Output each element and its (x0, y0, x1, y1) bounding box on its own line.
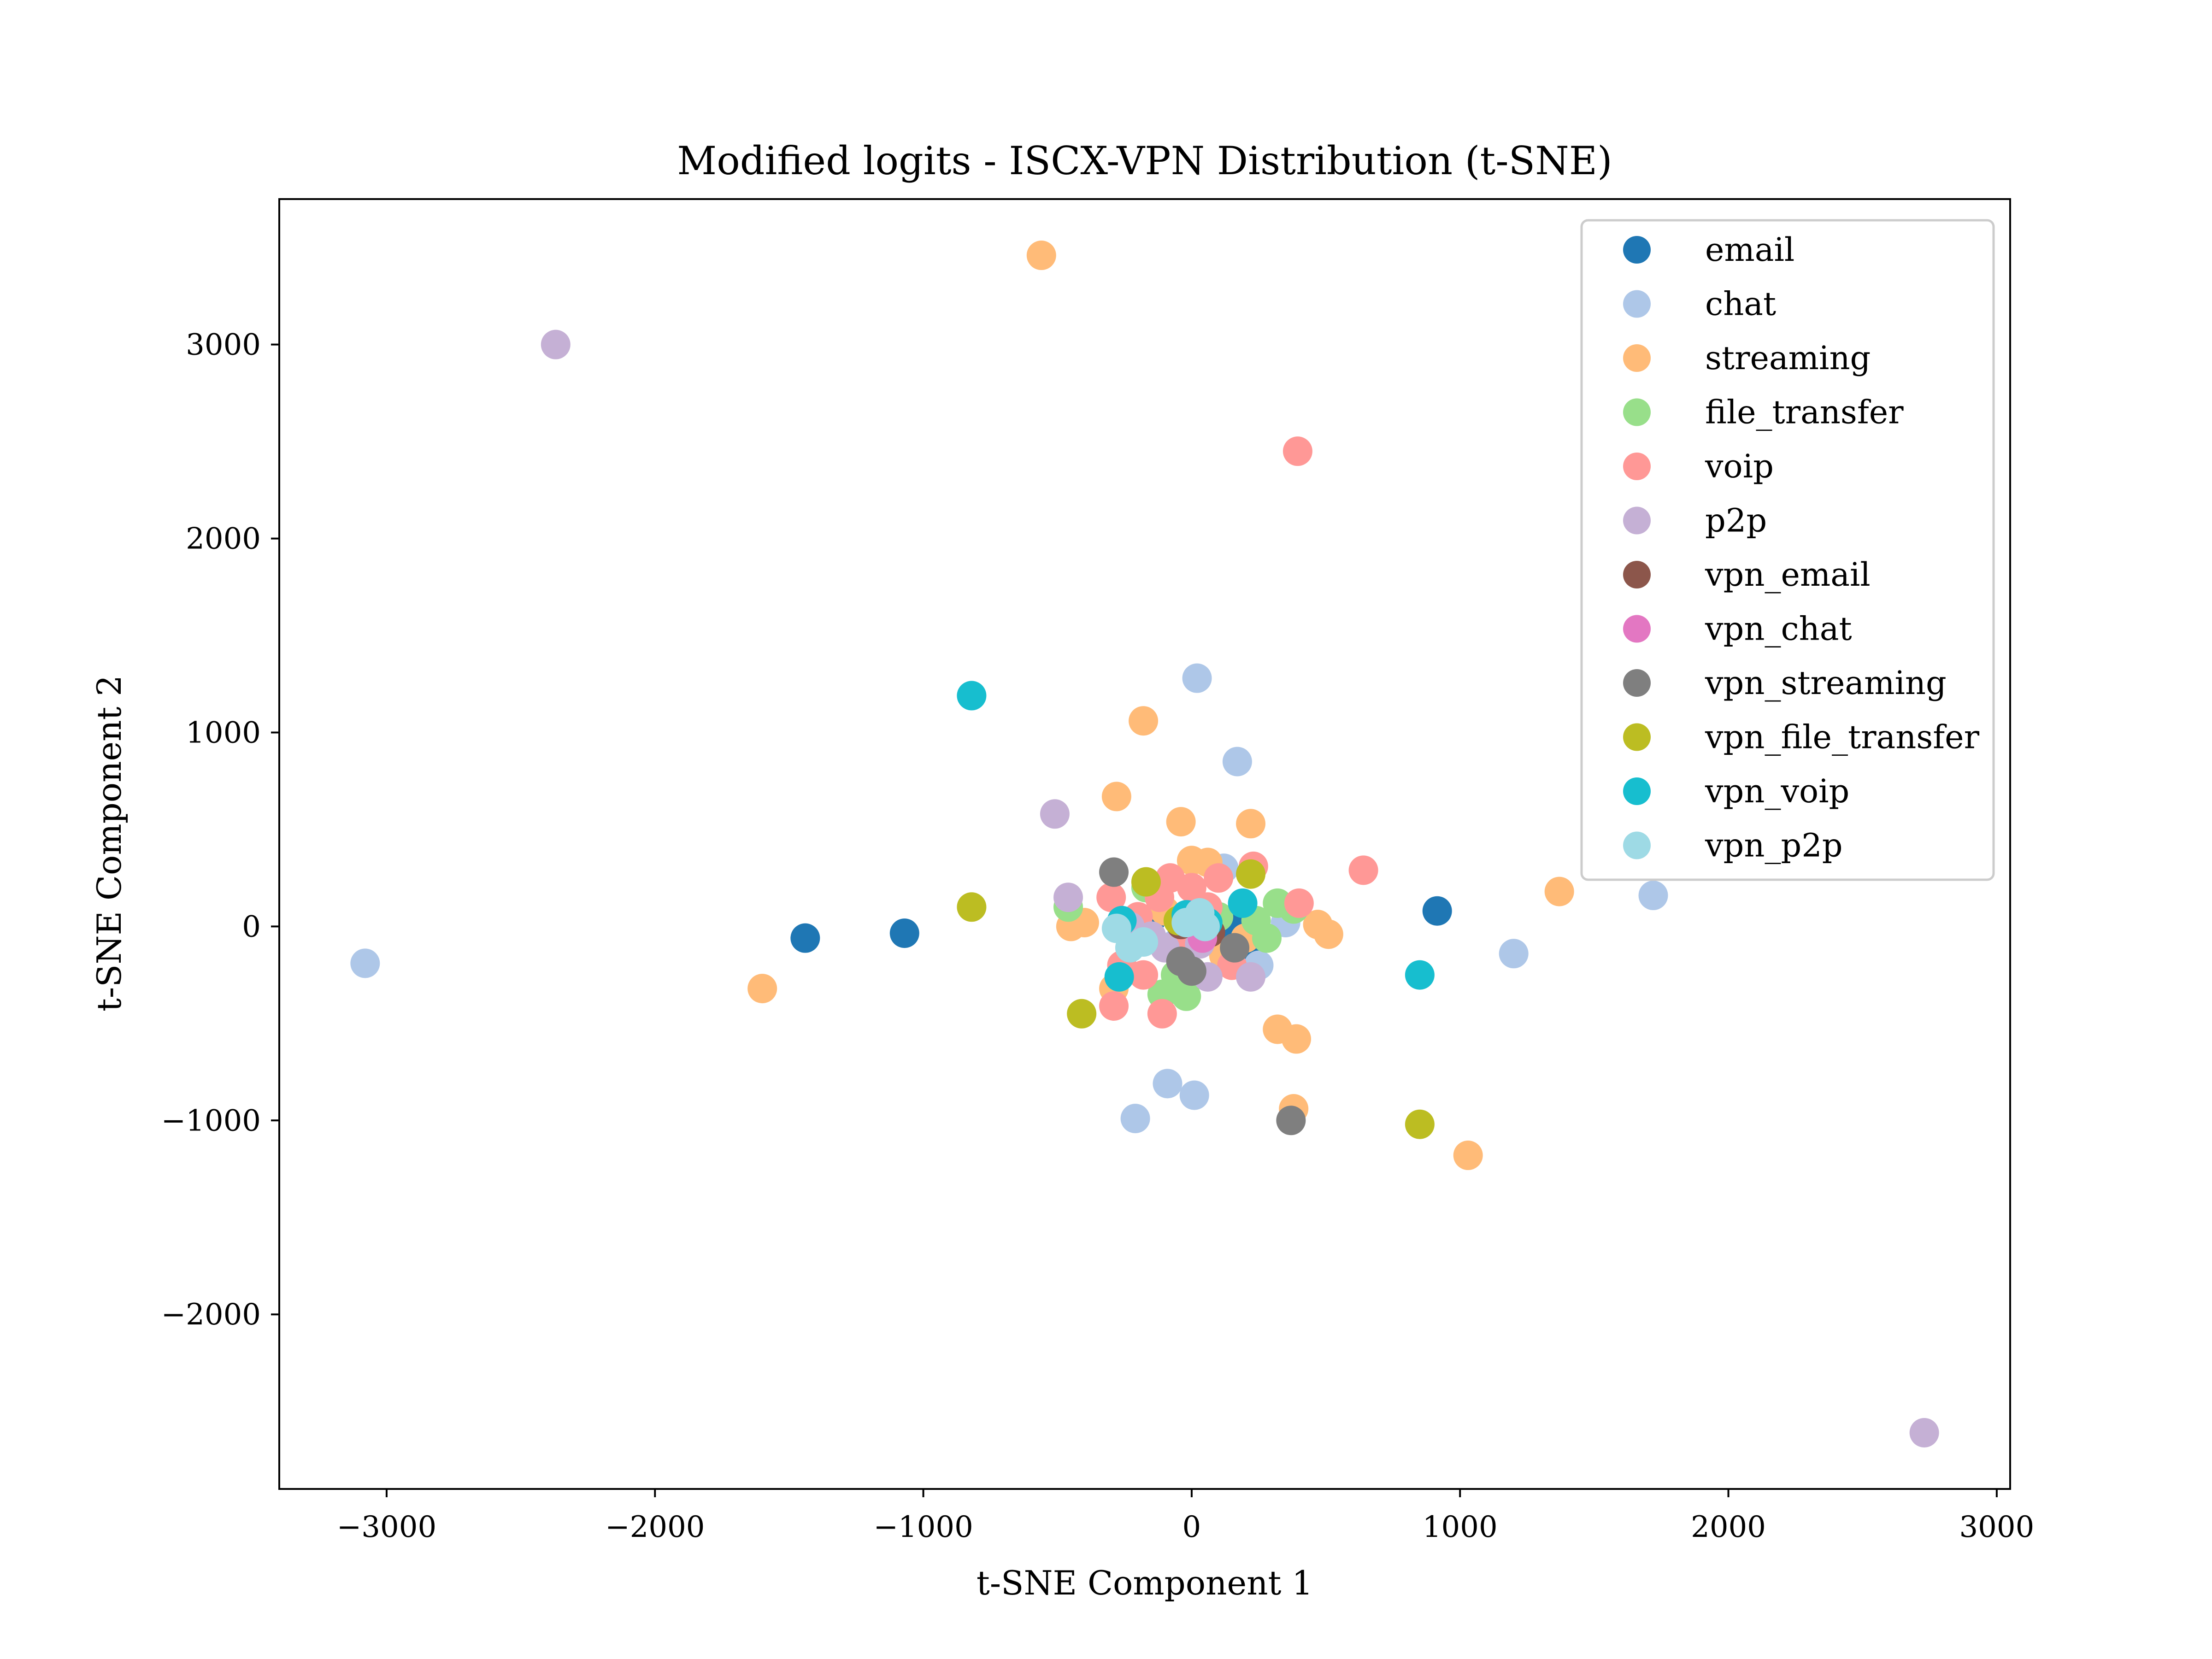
point-vpn_p2p-1 (1129, 927, 1159, 957)
point-p2p-1 (1909, 1418, 1939, 1447)
legend-frame (1580, 219, 1995, 881)
x-tick-label: 1000 (1423, 1510, 1498, 1544)
point-vpn_p2p-4 (1171, 907, 1201, 937)
legend-marker-vpn_chat (1623, 615, 1651, 643)
legend-label-streaming: streaming (1705, 339, 1871, 377)
points-layer (350, 241, 1939, 1447)
point-streaming-4 (1236, 809, 1266, 839)
point-vpn_file_transfer-1 (1067, 999, 1097, 1029)
x-tick-label: −2000 (605, 1510, 705, 1544)
point-voip-2 (1284, 888, 1314, 918)
point-streaming-14 (1453, 1141, 1483, 1171)
y-tick-label: 2000 (186, 522, 261, 556)
point-chat-5 (1153, 1069, 1182, 1099)
point-voip-11 (1177, 873, 1206, 903)
point-email-2 (1422, 896, 1452, 926)
legend-label-vpn_email: vpn_email (1705, 556, 1871, 594)
legend-marker-vpn_p2p (1623, 831, 1651, 859)
y-tick-label: −2000 (161, 1298, 261, 1332)
y-tick-label: 3000 (186, 328, 261, 362)
legend-label-file_transfer: file_transfer (1705, 394, 1904, 431)
legend-label-vpn_streaming: vpn_streaming (1705, 664, 1947, 702)
legend-marker-email (1623, 236, 1651, 264)
point-chat-7 (1120, 1104, 1150, 1134)
x-tick-label: −1000 (873, 1510, 973, 1544)
legend-marker-vpn_email (1623, 561, 1651, 588)
point-vpn_voip-1 (1405, 960, 1435, 990)
x-tick-label: 3000 (1959, 1510, 2034, 1544)
point-streaming-3 (1166, 807, 1196, 837)
point-voip-5 (1099, 991, 1129, 1021)
plot-frame (278, 198, 2011, 1490)
legend-label-vpn_p2p: vpn_p2p (1705, 827, 1843, 865)
point-chat-6 (1179, 1080, 1209, 1110)
point-voip-16 (1204, 863, 1234, 893)
point-streaming-6 (1544, 877, 1574, 906)
point-streaming-8 (1313, 919, 1343, 949)
legend-marker-chat (1623, 290, 1651, 318)
y-tick-label: −1000 (161, 1104, 261, 1138)
legend-label-email: email (1705, 231, 1794, 269)
x-tick-label: 0 (1182, 1510, 1201, 1544)
point-vpn_file_transfer-2 (1405, 1109, 1435, 1139)
point-vpn_file_transfer-4 (1131, 867, 1161, 897)
point-chat-2 (1222, 747, 1252, 777)
point-email-0 (790, 923, 820, 953)
legend-marker-vpn_file_transfer (1623, 723, 1651, 751)
point-streaming-5 (747, 974, 777, 1004)
legend-marker-streaming (1623, 344, 1651, 372)
point-vpn_voip-2 (1104, 962, 1134, 992)
point-chat-4 (1499, 939, 1529, 969)
point-voip-1 (1348, 855, 1378, 885)
legend-label-chat: chat (1705, 285, 1776, 323)
y-axis-label: t-SNE Component 2 (90, 675, 129, 1012)
x-tick-label: 2000 (1691, 1510, 1766, 1544)
point-voip-4 (1147, 999, 1177, 1029)
point-vpn_streaming-0 (1099, 857, 1129, 887)
point-streaming-1 (1129, 706, 1159, 736)
point-p2p-5 (1236, 962, 1266, 992)
point-vpn_streaming-1 (1276, 1106, 1306, 1135)
point-vpn_voip-6 (1228, 888, 1258, 918)
point-chat-0 (350, 948, 380, 978)
point-vpn_voip-0 (957, 681, 987, 711)
point-vpn_streaming-3 (1166, 947, 1196, 977)
legend-marker-file_transfer (1623, 398, 1651, 426)
legend-label-vpn_chat: vpn_chat (1705, 610, 1852, 648)
point-chat-1 (1182, 663, 1212, 693)
point-vpn_file_transfer-3 (1236, 859, 1266, 889)
point-voip-0 (1282, 436, 1312, 466)
point-p2p-0 (541, 329, 571, 359)
legend-label-vpn_voip: vpn_voip (1705, 772, 1849, 810)
point-streaming-0 (1026, 241, 1056, 271)
x-tick-label: −3000 (337, 1510, 437, 1544)
point-voip-7 (1129, 960, 1159, 990)
point-voip-8 (1096, 882, 1126, 912)
point-email-1 (889, 918, 919, 948)
y-tick-label: 0 (242, 910, 261, 944)
x-axis-label: t-SNE Component 1 (977, 1564, 1313, 1602)
legend-marker-voip (1623, 453, 1651, 480)
point-vpn_p2p-5 (1101, 913, 1131, 943)
point-streaming-12 (1282, 1024, 1312, 1054)
legend-label-voip: voip (1705, 447, 1774, 485)
legend-marker-vpn_voip (1623, 777, 1651, 805)
point-vpn_file_transfer-0 (957, 892, 987, 922)
point-chat-3 (1638, 881, 1668, 911)
legend-marker-p2p (1623, 506, 1651, 535)
point-vpn_streaming-4 (1220, 933, 1250, 963)
legend-label-vpn_file_transfer: vpn_file_transfer (1705, 718, 1980, 756)
point-p2p-2 (1040, 799, 1070, 829)
point-p2p-3 (1053, 882, 1083, 912)
legend-label-p2p: p2p (1705, 502, 1767, 540)
legend-marker-vpn_streaming (1623, 669, 1651, 697)
point-streaming-2 (1101, 782, 1131, 812)
ticks-layer: −3000 −2000 −1000 0 1000 2000 3000 −2000 −1000 0 1… (161, 328, 2035, 1544)
y-tick-label: 1000 (186, 716, 261, 750)
chart-title: Modified logits - ISCX-VPN Distribution … (677, 138, 1612, 183)
